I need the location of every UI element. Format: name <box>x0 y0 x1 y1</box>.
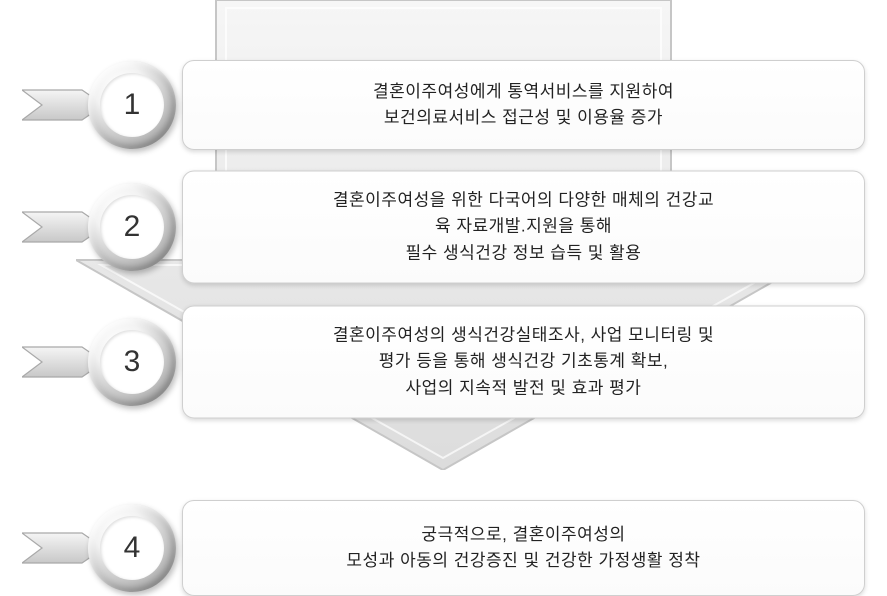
step-number-inner: 4 <box>100 516 164 580</box>
step-number-ring: 4 <box>88 504 176 592</box>
step-card: 결혼이주여성의 생식건강실태조사, 사업 모니터링 및 평가 등을 통해 생식건… <box>182 305 865 418</box>
step-number: 4 <box>124 531 141 565</box>
step-number: 1 <box>124 88 141 122</box>
step-list: 1 결혼이주여성에게 통역서비스를 지원하여 보건의료서비스 접근성 및 이용율… <box>0 0 887 596</box>
step-number: 2 <box>124 210 141 244</box>
step-card: 궁극적으로, 결혼이주여성의 모성과 아동의 건강증진 및 건강한 가정생활 정… <box>182 500 865 596</box>
step-card: 결혼이주여성에게 통역서비스를 지원하여 보건의료서비스 접근성 및 이용율 증… <box>182 60 865 150</box>
step-item: 2 결혼이주여성을 위한 다국어의 다양한 매체의 건강교 육 자료개발.지원을… <box>22 178 865 276</box>
step-number-inner: 3 <box>100 330 164 394</box>
step-item: 4 궁극적으로, 결혼이주여성의 모성과 아동의 건강증진 및 건강한 가정생활… <box>22 500 865 596</box>
step-number: 3 <box>124 345 141 379</box>
step-item: 1 결혼이주여성에게 통역서비스를 지원하여 보건의료서비스 접근성 및 이용율… <box>22 60 865 150</box>
step-card: 결혼이주여성을 위한 다국어의 다양한 매체의 건강교 육 자료개발.지원을 통… <box>182 170 865 283</box>
step-number-inner: 2 <box>100 195 164 259</box>
step-text: 결혼이주여성을 위한 다국어의 다양한 매체의 건강교 육 자료개발.지원을 통… <box>333 187 714 266</box>
step-text: 궁극적으로, 결혼이주여성의 모성과 아동의 건강증진 및 건강한 가정생활 정… <box>346 522 700 575</box>
step-number-ring: 1 <box>88 61 176 149</box>
step-number-ring: 2 <box>88 183 176 271</box>
step-number-ring: 3 <box>88 318 176 406</box>
step-item: 3 결혼이주여성의 생식건강실태조사, 사업 모니터링 및 평가 등을 통해 생… <box>22 306 865 418</box>
step-text: 결혼이주여성에게 통역서비스를 지원하여 보건의료서비스 접근성 및 이용율 증… <box>373 79 674 132</box>
step-number-inner: 1 <box>100 73 164 137</box>
step-text: 결혼이주여성의 생식건강실태조사, 사업 모니터링 및 평가 등을 통해 생식건… <box>333 322 714 401</box>
